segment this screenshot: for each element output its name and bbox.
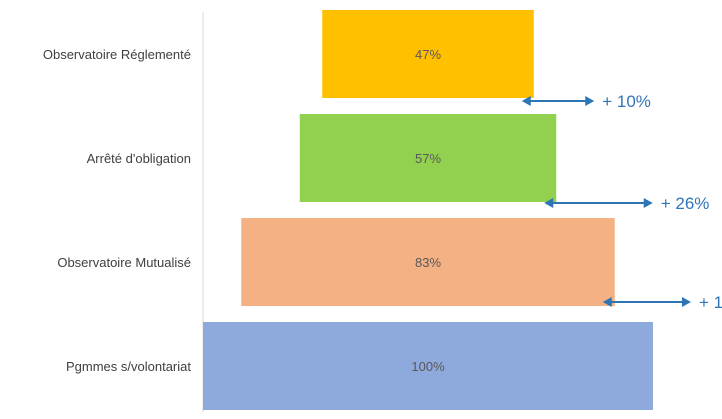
category-tick-label: Observatoire Réglementé (43, 47, 191, 62)
bar-value-label: 100% (411, 359, 445, 374)
arrow-head-right-icon (643, 198, 653, 208)
category-tick-label: Pgmmes s/volontariat (66, 359, 191, 374)
arrow-head-right-icon (682, 297, 691, 307)
arrow-head-left-icon (521, 96, 531, 106)
increase-annotation: + 26% (661, 194, 710, 213)
arrow-head-right-icon (585, 96, 595, 106)
bar-value-label: 57% (415, 151, 441, 166)
bar-value-label: 83% (415, 255, 441, 270)
funnel-bar-observatoire-reglemente (322, 10, 534, 98)
increase-annotation: + 17% (699, 293, 722, 312)
arrow-head-left-icon (602, 297, 612, 307)
bar-value-label: 47% (415, 47, 441, 62)
arrow-head-left-icon (544, 198, 554, 208)
funnel-bar-arrete-d-obligation (299, 114, 557, 202)
category-tick-label: Observatoire Mutualisé (57, 255, 191, 270)
category-tick-label: Arrêté d'obligation (87, 151, 191, 166)
funnel-bar-observatoire-mutualise (241, 218, 615, 306)
funnel-bar-pgmmes-s-volontariat (203, 322, 653, 410)
increase-annotation: + 10% (602, 92, 651, 111)
